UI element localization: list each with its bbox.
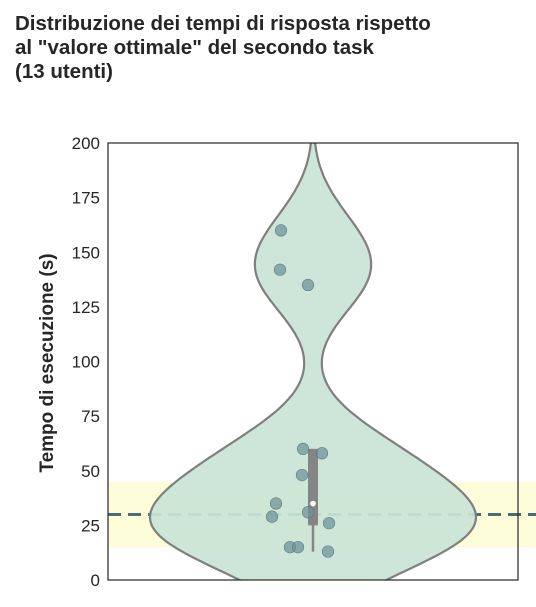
data-point <box>296 442 310 456</box>
y-tick-label: 50 <box>81 462 100 481</box>
y-tick-label: 25 <box>81 516 100 535</box>
data-point <box>265 510 279 523</box>
data-point <box>274 224 288 237</box>
data-point <box>301 278 315 292</box>
data-point <box>321 545 335 558</box>
plot-frame <box>107 142 519 581</box>
chart-title-line-2: al "valore ottimale" del secondo task <box>15 36 374 59</box>
data-point <box>301 506 315 519</box>
chart-title-line-3: (13 utenti) <box>15 60 113 83</box>
data-point <box>322 517 336 530</box>
data-point <box>291 541 305 554</box>
box-iqr <box>308 448 318 526</box>
violin-body <box>148 143 478 580</box>
y-tick-label: 0 <box>91 571 100 590</box>
y-tick-label: 125 <box>72 298 100 317</box>
data-point <box>295 469 309 482</box>
box-median <box>310 500 316 507</box>
y-tick-label: 150 <box>72 243 100 262</box>
data-point <box>315 447 329 460</box>
y-axis-label: Tempo di esecuzione (s) <box>37 253 58 472</box>
y-tick-label: 100 <box>72 353 100 372</box>
y-tick-label: 200 <box>72 134 100 153</box>
data-point <box>273 263 287 276</box>
data-point <box>269 497 283 510</box>
chart-title-line-1: Distribuzione dei tempi di risposta risp… <box>15 12 431 35</box>
y-tick-label: 75 <box>81 407 100 426</box>
y-tick-label: 175 <box>72 189 100 208</box>
chart-title: Distribuzione dei tempi di risposta risp… <box>15 12 530 84</box>
